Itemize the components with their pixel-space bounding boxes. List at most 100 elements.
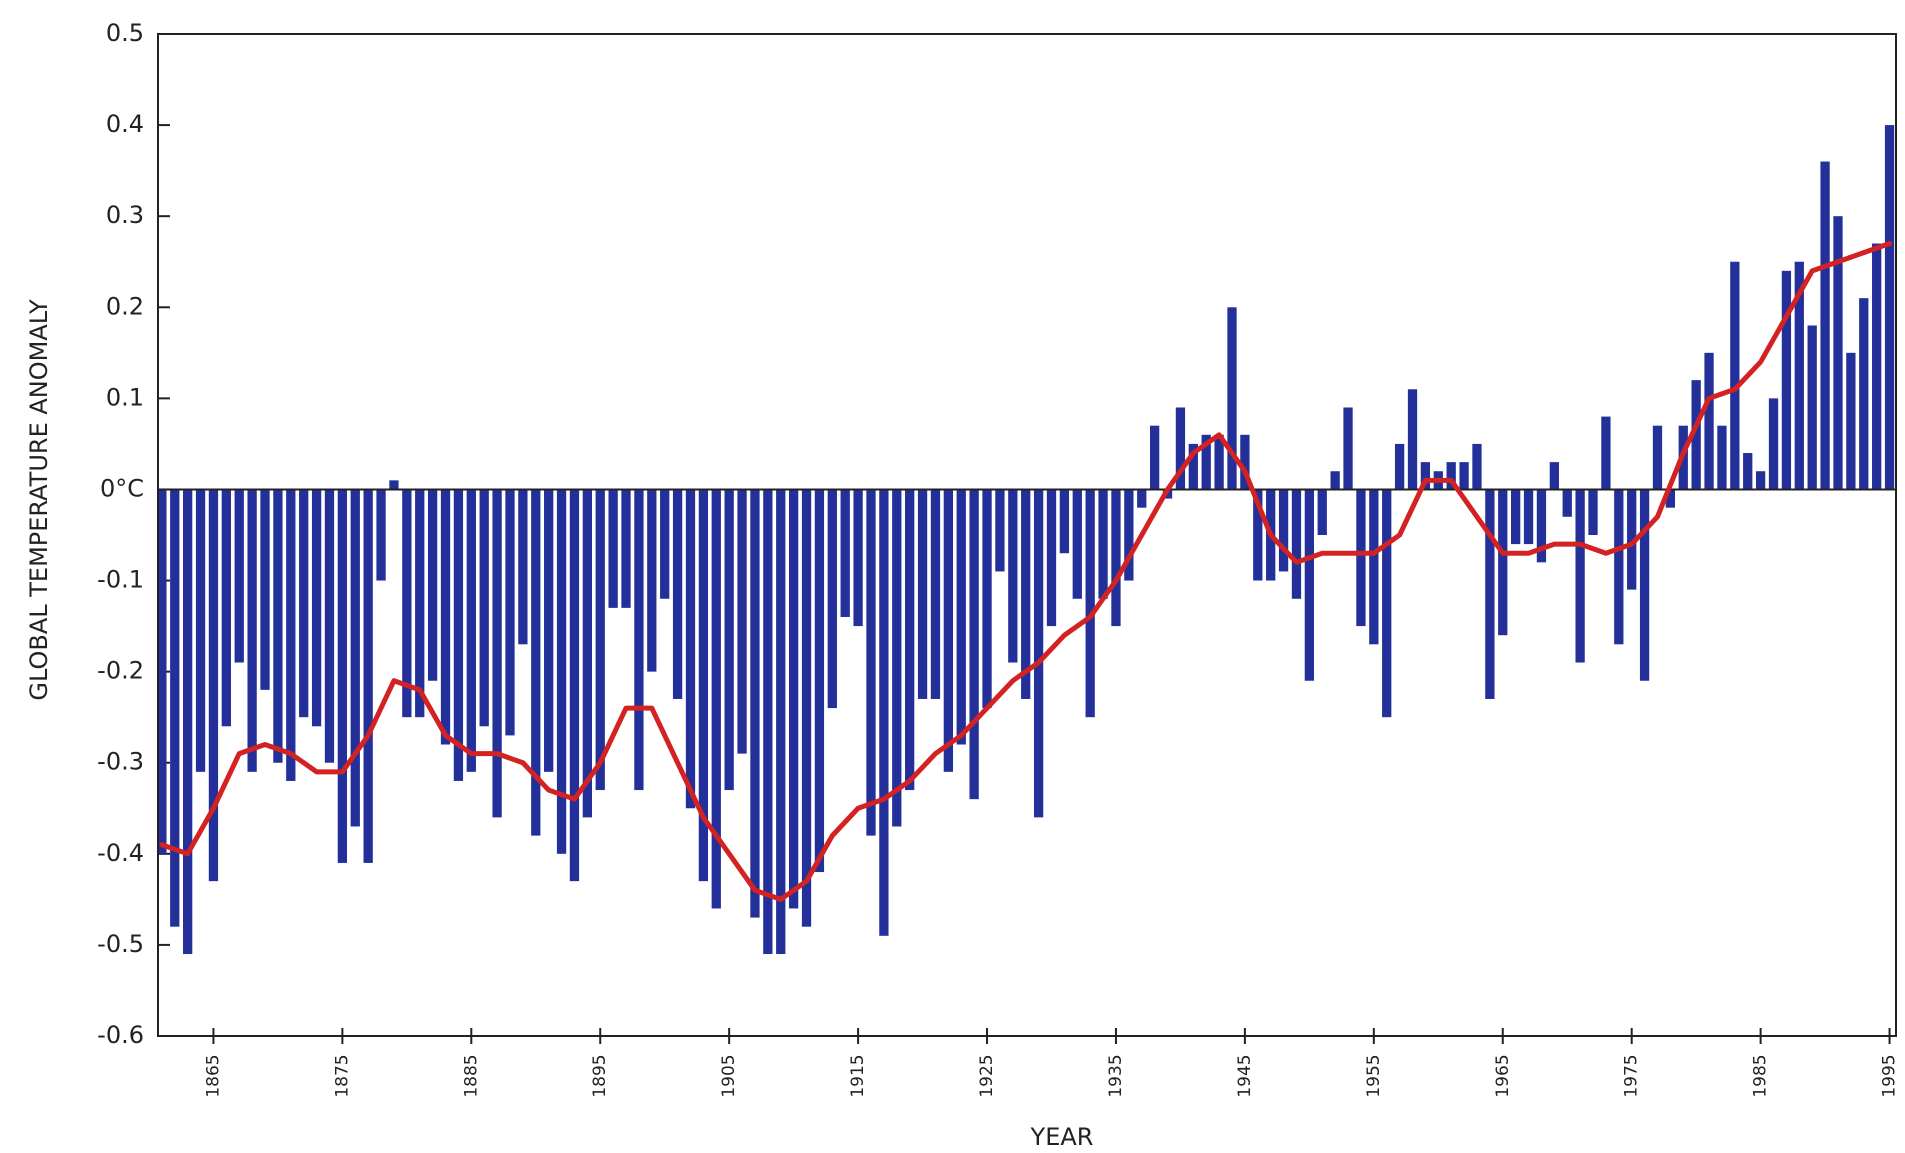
bar	[170, 489, 180, 927]
bar	[1343, 407, 1353, 490]
bar	[531, 489, 541, 836]
bar	[1665, 489, 1676, 508]
bar	[969, 489, 979, 800]
x-axis-title: YEAR	[1030, 1123, 1094, 1151]
bar	[582, 489, 592, 818]
bar	[1085, 489, 1095, 718]
bar	[1214, 434, 1224, 490]
bar	[1317, 489, 1327, 535]
bar	[1639, 489, 1650, 681]
bar	[1330, 471, 1340, 490]
bar	[698, 489, 709, 882]
x-tick-label: 1885	[461, 1054, 481, 1097]
bar	[750, 489, 760, 918]
bar	[608, 489, 618, 608]
bar	[1253, 489, 1263, 581]
bar	[1291, 489, 1302, 599]
bar	[763, 489, 773, 955]
bar	[879, 489, 889, 936]
bar	[1652, 425, 1663, 490]
bar	[1781, 270, 1792, 490]
bar	[221, 489, 231, 727]
bar	[1627, 489, 1637, 590]
bar	[311, 489, 322, 727]
bar	[853, 489, 863, 627]
x-tick-label: 1995	[1880, 1054, 1900, 1097]
bar	[1498, 489, 1508, 636]
bar	[440, 489, 451, 745]
plot-frame	[157, 33, 1897, 1037]
bar	[1485, 489, 1495, 699]
bar	[1859, 298, 1869, 490]
bar	[1201, 434, 1211, 490]
bar	[1575, 489, 1585, 663]
bar	[415, 489, 425, 718]
bar	[273, 489, 283, 763]
x-tick-label: 1945	[1235, 1054, 1255, 1097]
bar	[1407, 389, 1418, 490]
bar	[1730, 261, 1740, 490]
bar	[660, 489, 670, 599]
bar	[956, 489, 966, 745]
bar	[814, 489, 825, 873]
bar	[1446, 462, 1456, 490]
bar	[1768, 398, 1779, 490]
bar	[183, 489, 193, 955]
y-tick-label: -0.6	[97, 1021, 144, 1049]
bar	[1820, 161, 1830, 490]
bar	[827, 489, 837, 709]
y-tick-label: 0.2	[106, 292, 144, 320]
bar	[1382, 489, 1392, 718]
bar	[917, 489, 928, 699]
bar	[982, 489, 992, 709]
bar	[402, 489, 412, 718]
bar	[299, 489, 309, 718]
y-tick-label: -0.2	[97, 657, 144, 685]
bar	[389, 480, 399, 490]
bar	[711, 489, 721, 909]
y-tick-label: -0.4	[97, 839, 144, 867]
bar	[1072, 489, 1082, 599]
y-tick-label: -0.5	[97, 930, 144, 958]
bar	[685, 489, 696, 809]
bar	[466, 489, 476, 772]
bar	[1549, 462, 1559, 490]
y-tick-label: 0.1	[106, 383, 144, 411]
bar	[1691, 380, 1701, 490]
bar	[1369, 489, 1379, 645]
bar	[840, 489, 850, 617]
bar	[453, 489, 464, 781]
bar	[1356, 489, 1366, 627]
bar	[427, 489, 438, 681]
x-tick-label: 1935	[1106, 1054, 1126, 1097]
bar	[337, 489, 348, 863]
bar	[286, 489, 296, 781]
bar	[788, 489, 799, 909]
bar	[801, 489, 812, 927]
bar	[1717, 425, 1727, 490]
bar	[1046, 489, 1057, 627]
bar	[647, 489, 657, 672]
y-axis-title: GLOBAL TEMPERATURE ANOMALY	[25, 299, 53, 701]
x-tick-label: 1915	[848, 1054, 868, 1097]
bar	[195, 489, 206, 772]
bar	[1614, 489, 1624, 645]
bar	[930, 489, 941, 699]
bar	[324, 489, 335, 763]
bar	[1394, 443, 1405, 490]
bar	[1562, 489, 1572, 517]
bar	[1175, 407, 1186, 490]
bar	[1304, 489, 1315, 681]
bar	[1588, 489, 1598, 535]
bar	[595, 489, 605, 791]
y-tick-label: 0.3	[106, 201, 144, 229]
bar	[1098, 489, 1108, 599]
x-tick-label: 1865	[203, 1054, 223, 1097]
bar	[1523, 489, 1534, 545]
y-tick-label: -0.1	[97, 566, 144, 594]
bar	[544, 489, 554, 772]
bar	[1137, 489, 1147, 508]
bar	[1033, 489, 1044, 818]
bar	[1278, 489, 1289, 572]
bar	[776, 489, 786, 955]
